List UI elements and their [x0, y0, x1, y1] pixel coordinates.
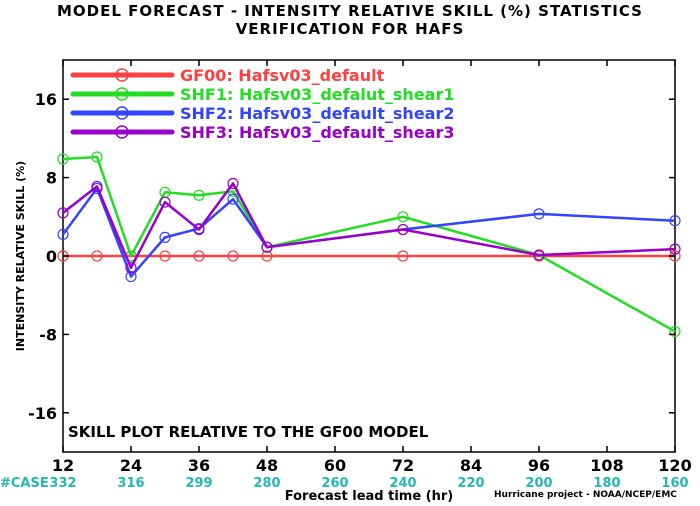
- legend-label-gf00: GF00: Hafsv03_default: [180, 66, 385, 85]
- x-axis-ticks: 12 24 36 48 60 72 84 96 108 120: [52, 60, 692, 475]
- case-count: 299: [185, 476, 212, 491]
- data-point-gf00: [193, 250, 205, 262]
- data-point-shf1: [193, 189, 205, 201]
- data-point-shf1: [669, 325, 681, 338]
- data-point-shf3: [125, 262, 137, 274]
- x-tick-label: 72: [392, 456, 414, 475]
- data-point-shf2: [533, 208, 545, 220]
- legend-label-shf3: SHF3: Hafsv03_default_shear3: [180, 123, 454, 142]
- series-line-shf3: [62, 182, 676, 270]
- data-point-gf00: [227, 250, 239, 262]
- chart-subtitle: VERIFICATION FOR HAFS: [235, 20, 465, 38]
- y-tick-label: 0: [46, 247, 57, 266]
- chart-title: MODEL FORECAST - INTENSITY RELATIVE SKIL…: [57, 2, 643, 20]
- data-point-gf00: [159, 250, 171, 262]
- case-count: 316: [117, 476, 144, 491]
- x-tick-label: 36: [188, 456, 210, 475]
- data-point-shf3: [193, 223, 205, 236]
- data-point-shf2: [669, 215, 681, 227]
- legend-marker-shf2: [115, 106, 129, 120]
- data-point-shf2: [125, 270, 137, 283]
- data-point-shf2: [159, 231, 171, 243]
- data-point-shf2: [57, 228, 69, 241]
- y-axis-label: INTENSITY RELATIVE SKILL (%): [14, 161, 27, 351]
- case-counts: 332 316 299 280 260 240 220 200 180 160 #CASE: [0, 476, 689, 491]
- credit-text: Hurricane project - NOAA/NCEP/EMC: [494, 490, 677, 500]
- legend-label-shf2: SHF2: Hafsv03_default_shear2: [180, 104, 454, 123]
- legend-marker-gf00: [115, 68, 129, 82]
- case-count: 260: [321, 476, 348, 491]
- x-tick-label: 60: [324, 456, 346, 475]
- data-point-shf3: [261, 241, 273, 253]
- x-tick-label: 120: [658, 456, 691, 475]
- x-tick-label: 12: [52, 456, 74, 475]
- data-point-shf3: [397, 223, 409, 236]
- legend-marker-shf1: [115, 87, 129, 101]
- series-line-shf2: [61, 187, 676, 278]
- y-tick-label: -8: [39, 325, 57, 344]
- series-group: [57, 151, 681, 338]
- data-point-shf3: [159, 196, 171, 208]
- series-line-shf1: [62, 155, 676, 333]
- data-point-gf00: [261, 250, 273, 262]
- x-tick-label: 48: [256, 456, 278, 475]
- case-count: 160: [661, 476, 688, 491]
- case-label: #CASE: [0, 476, 49, 491]
- data-point-gf00: [91, 250, 103, 262]
- data-point-shf2: [227, 193, 239, 205]
- x-axis-label: Forecast lead time (hr): [285, 489, 453, 504]
- y-tick-label: -16: [28, 404, 57, 423]
- y-tick-label: 16: [35, 90, 57, 109]
- data-point-shf3: [57, 207, 69, 219]
- case-count: 280: [253, 476, 280, 491]
- y-tick-label: 8: [46, 169, 57, 188]
- legend-label-shf1: SHF1: Hafsv03_defalut_shear1: [180, 85, 454, 104]
- case-count: 200: [525, 476, 552, 491]
- case-count: 180: [593, 476, 620, 491]
- data-point-gf00: [397, 250, 409, 262]
- data-point-shf3: [669, 243, 681, 255]
- data-point-shf3: [533, 249, 545, 261]
- data-point-shf3: [91, 180, 103, 193]
- x-tick-label: 108: [590, 456, 623, 475]
- case-count: 220: [457, 476, 484, 491]
- data-point-shf1: [397, 211, 409, 223]
- data-point-shf3: [227, 177, 239, 190]
- x-tick-label: 84: [460, 456, 482, 475]
- skill-annotation: SKILL PLOT RELATIVE TO THE GF00 MODEL: [68, 423, 429, 441]
- y-axis-ticks: -16 -8 0 8 16: [28, 90, 675, 423]
- case-count: 332: [49, 476, 76, 491]
- case-count: 240: [389, 476, 416, 491]
- data-point-shf1: [91, 151, 103, 163]
- x-tick-label: 24: [120, 456, 142, 475]
- legend-marker-shf3: [115, 125, 129, 139]
- data-point-shf1: [57, 153, 69, 165]
- x-tick-label: 96: [528, 456, 550, 475]
